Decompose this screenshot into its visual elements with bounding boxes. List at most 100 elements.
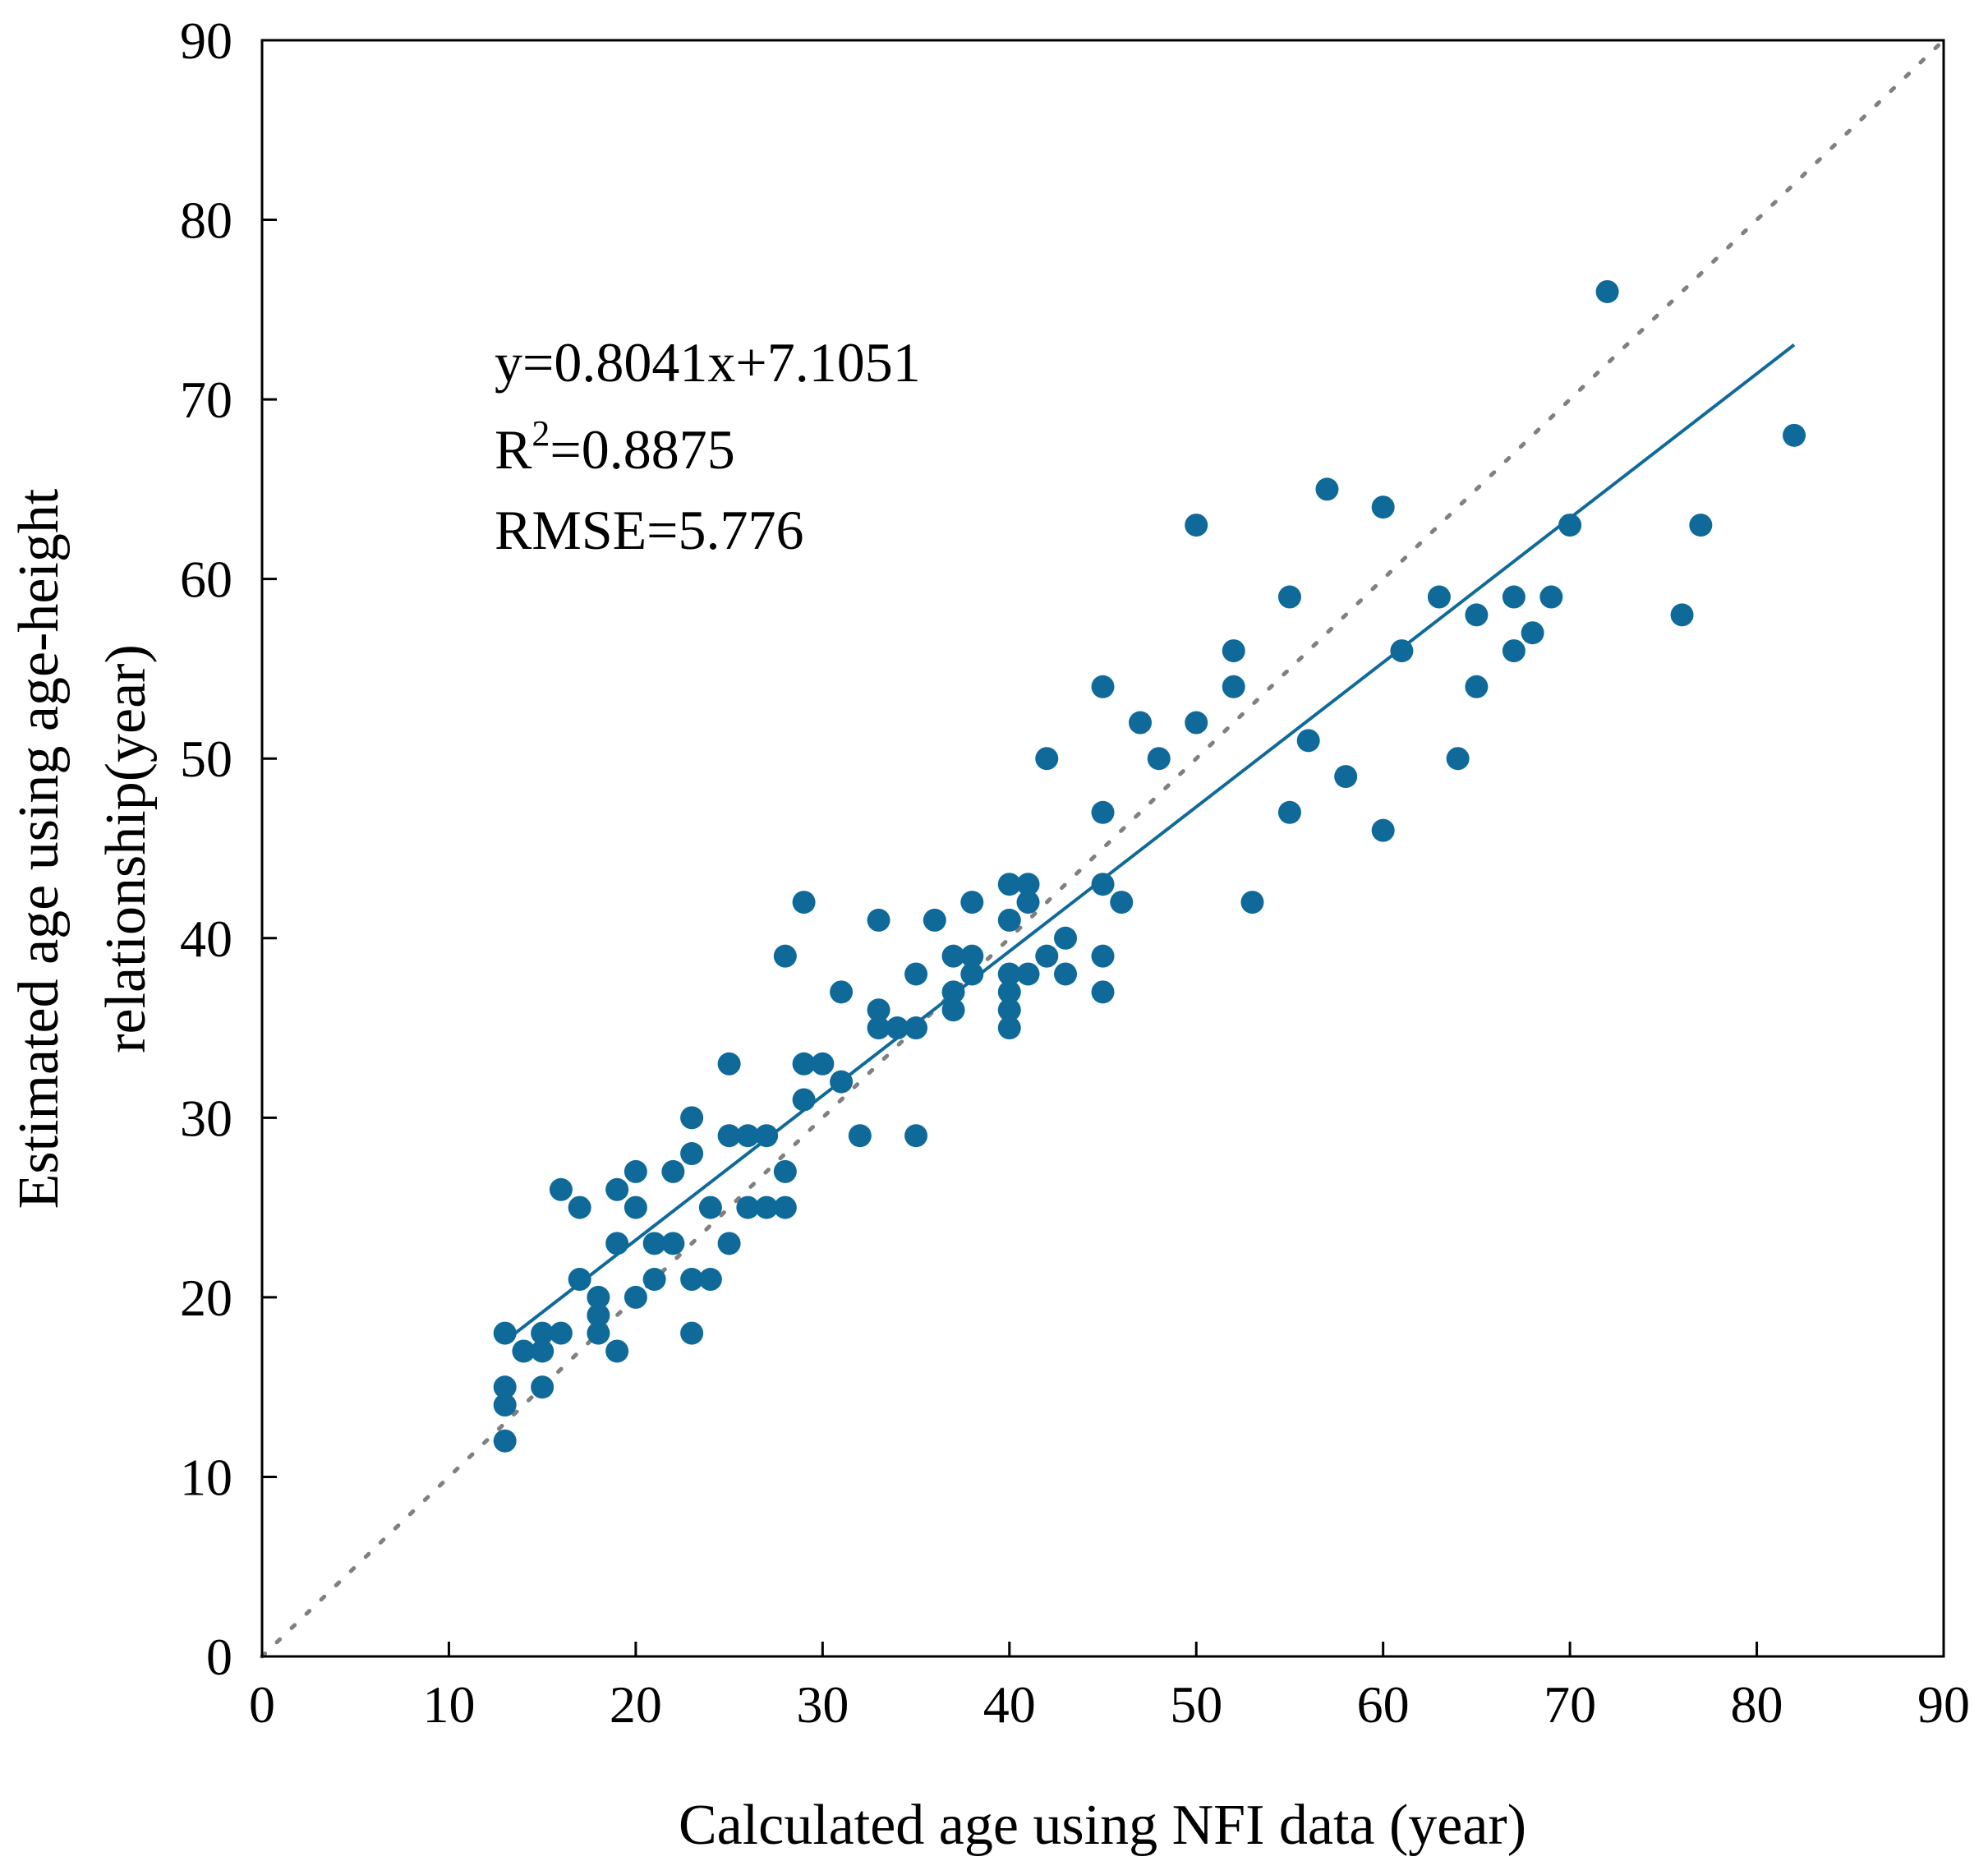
- y-tick-label: 80: [180, 191, 232, 250]
- data-point: [493, 1321, 517, 1345]
- y-tick-label: 70: [180, 371, 232, 429]
- data-point: [698, 1195, 722, 1219]
- data-point: [960, 891, 984, 914]
- r2-label: R2=0.8875: [495, 413, 735, 481]
- x-tick-label: 50: [1170, 1675, 1222, 1734]
- data-point: [867, 998, 890, 1022]
- x-tick-label: 60: [1357, 1675, 1410, 1734]
- data-point: [1091, 873, 1115, 896]
- data-point: [549, 1321, 573, 1345]
- data-point: [680, 1106, 704, 1130]
- y-axis-label-line2: relationship(year): [94, 644, 158, 1053]
- data-point: [1783, 423, 1806, 447]
- y-tick-label: 30: [180, 1089, 232, 1147]
- data-point: [997, 908, 1021, 932]
- data-point: [1465, 675, 1489, 698]
- data-point: [605, 1339, 629, 1363]
- data-point: [1502, 585, 1526, 609]
- regression-line-group: [504, 343, 1796, 1343]
- data-point: [1539, 585, 1563, 609]
- data-point: [1185, 514, 1208, 537]
- data-point: [1091, 675, 1115, 698]
- data-point: [717, 1052, 741, 1076]
- data-point: [773, 944, 797, 968]
- data-point: [1016, 891, 1040, 914]
- data-point: [736, 1124, 760, 1148]
- data-point: [1054, 926, 1078, 950]
- data-point: [1091, 944, 1115, 968]
- y-axis-label-line1: Estimated age using age-height: [7, 488, 71, 1209]
- y-tick-label: 90: [180, 12, 232, 70]
- data-point: [792, 891, 816, 914]
- y-tick-label: 10: [180, 1448, 232, 1506]
- data-point: [755, 1195, 779, 1219]
- data-point: [997, 998, 1021, 1022]
- data-point: [848, 1124, 872, 1148]
- data-point: [493, 1394, 517, 1417]
- data-point: [1446, 747, 1470, 771]
- data-point: [680, 1321, 704, 1345]
- data-point: [587, 1303, 610, 1327]
- y-tick-label: 40: [180, 910, 232, 968]
- x-tick-label: 10: [422, 1675, 475, 1734]
- data-point: [960, 962, 984, 986]
- plot-frame: [260, 39, 1945, 1658]
- data-point: [1054, 962, 1078, 986]
- data-point: [1277, 800, 1301, 824]
- data-point: [642, 1268, 666, 1292]
- data-point: [923, 908, 946, 932]
- data-point: [680, 1268, 704, 1292]
- data-point: [867, 908, 890, 932]
- data-point: [717, 1232, 741, 1255]
- data-point: [997, 873, 1021, 896]
- data-point: [624, 1159, 647, 1183]
- equation-label: y=0.8041x+7.1051: [495, 331, 921, 394]
- data-point: [736, 1195, 760, 1219]
- data-point: [1558, 514, 1582, 537]
- y-tick-label: 60: [180, 551, 232, 609]
- data-point: [997, 1016, 1021, 1040]
- y-tick-label: 20: [180, 1269, 232, 1327]
- data-point: [904, 1016, 928, 1040]
- data-point: [830, 980, 854, 1004]
- data-point: [1502, 639, 1526, 663]
- data-point: [997, 962, 1021, 986]
- data-point: [587, 1285, 610, 1309]
- data-point: [661, 1159, 685, 1183]
- data-point: [661, 1232, 685, 1255]
- x-tick-label: 30: [796, 1675, 849, 1734]
- r2-prefix: R: [495, 418, 532, 481]
- y-tick-label: 0: [206, 1628, 232, 1686]
- data-point: [811, 1052, 835, 1076]
- data-point: [587, 1321, 610, 1345]
- rmse-label: RMSE=5.776: [495, 499, 804, 561]
- data-point: [1110, 891, 1134, 914]
- data-point: [792, 1052, 816, 1076]
- data-point: [605, 1232, 629, 1255]
- data-point: [531, 1339, 555, 1363]
- data-point: [1689, 514, 1713, 537]
- data-point: [493, 1375, 517, 1399]
- data-point: [680, 1142, 704, 1166]
- data-point: [1091, 980, 1115, 1004]
- y-tick-label: 50: [180, 730, 232, 788]
- data-point: [531, 1321, 555, 1345]
- data-point: [1035, 944, 1059, 968]
- x-tick-label: 90: [1917, 1675, 1970, 1734]
- data-point: [698, 1268, 722, 1292]
- data-point: [1016, 873, 1040, 896]
- data-point: [904, 962, 928, 986]
- data-point: [1222, 675, 1245, 698]
- data-point: [1091, 800, 1115, 824]
- data-point: [1128, 711, 1152, 735]
- data-point: [1277, 585, 1301, 609]
- data-point: [941, 944, 965, 968]
- data-point: [624, 1195, 647, 1219]
- data-point: [1035, 747, 1059, 771]
- data-point: [960, 944, 984, 968]
- data-point: [605, 1177, 629, 1201]
- x-tick-label: 70: [1544, 1675, 1596, 1734]
- x-tick-label: 80: [1731, 1675, 1783, 1734]
- x-axis-label: Calculated age using NFI data (year): [679, 1794, 1526, 1857]
